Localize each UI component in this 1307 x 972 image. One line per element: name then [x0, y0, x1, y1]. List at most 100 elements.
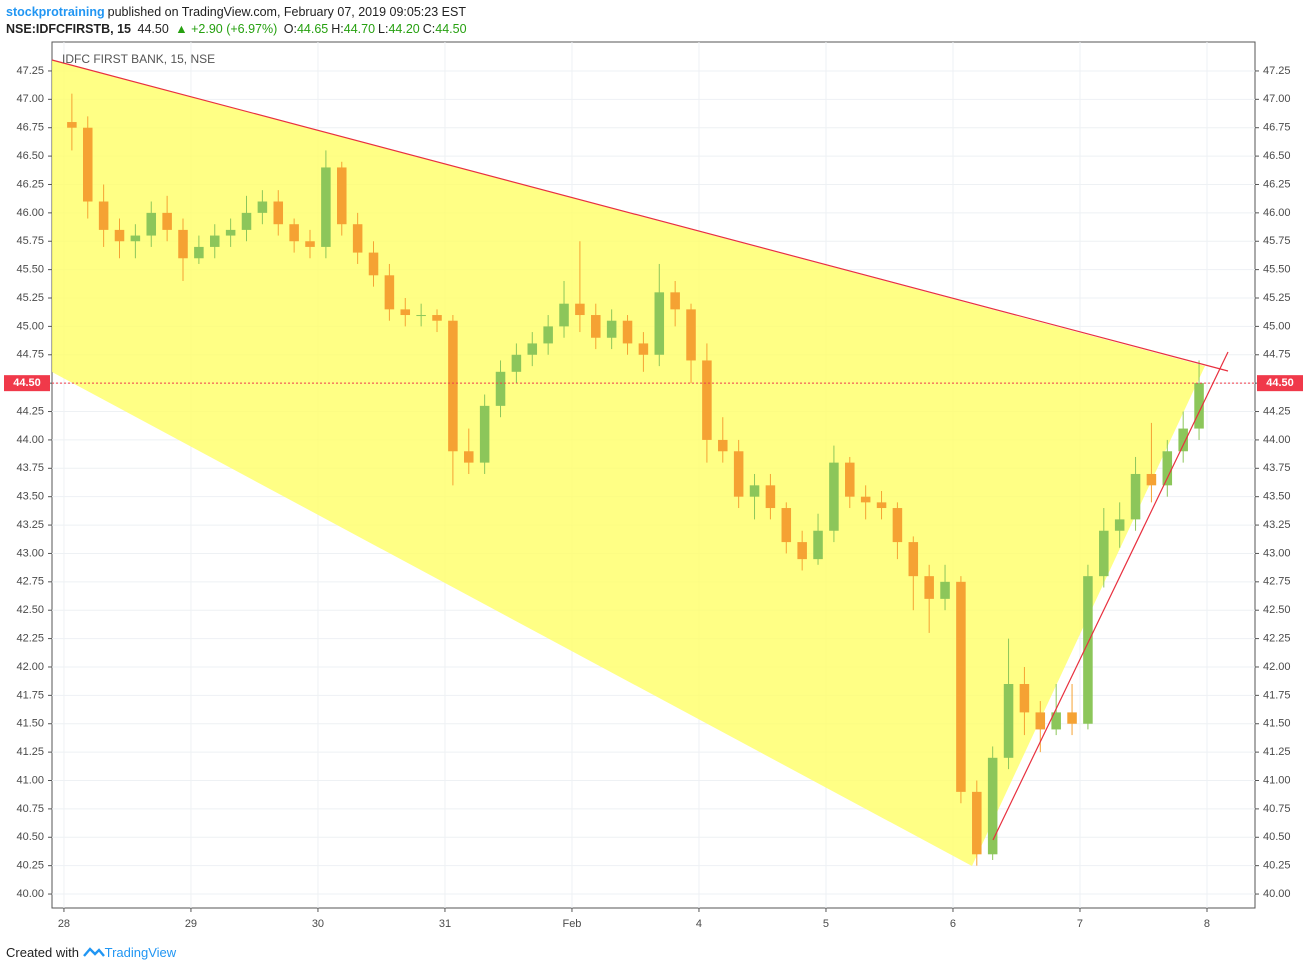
author: stockprotraining	[6, 5, 105, 19]
candle-body	[813, 530, 823, 560]
y-tick-label: 40.25	[16, 860, 44, 872]
footer: Created with TradingView	[6, 945, 176, 960]
candle-body	[305, 241, 315, 247]
y-tick-label: 40.00	[16, 888, 44, 900]
y-tick-label: 43.50	[1263, 491, 1291, 503]
y-tick-label: 47.25	[1263, 65, 1291, 77]
y-tick-label: 40.75	[1263, 803, 1291, 815]
candle-body	[495, 371, 506, 406]
candle-body	[464, 451, 474, 463]
candle-body	[448, 320, 458, 452]
candle-body	[1194, 383, 1204, 429]
candles	[67, 93, 1204, 866]
candle-body	[733, 451, 744, 497]
candle-body	[511, 354, 522, 372]
quote-line: NSE:IDFCFIRSTB, 15 44.50 ▲ +2.90 (+6.97%…	[6, 22, 473, 36]
y-tick-label: 43.75	[1263, 462, 1291, 474]
y-tick-label: 43.25	[16, 519, 44, 531]
candle-body	[479, 405, 490, 463]
y-tick-label: 43.00	[16, 547, 44, 559]
quote-label: H:	[331, 22, 344, 36]
candle-body	[194, 246, 204, 259]
candle-body	[352, 224, 363, 253]
y-tick-label: 42.75	[1263, 576, 1291, 588]
candle-body	[559, 303, 569, 327]
triangle-pattern	[52, 60, 1205, 866]
y-tick-label: 40.00	[1263, 888, 1291, 900]
candle-body	[543, 326, 553, 344]
candle-body	[1114, 519, 1125, 531]
chart: 40.00 40.00 40.25 40.25 40.50 40.50 40.75 40.75…	[4, 41, 1303, 930]
candle-body	[1035, 712, 1046, 730]
y-tick-label: 44.75	[16, 349, 44, 361]
y-tick-label: 41.50	[1263, 718, 1291, 730]
y-tick-label: 42.50	[16, 604, 44, 616]
published: published on TradingView.com, February 0…	[107, 5, 466, 19]
candle-body	[987, 757, 998, 855]
candle-body	[829, 462, 839, 531]
symbol: NSE:IDFCFIRSTB, 15	[6, 22, 132, 36]
y-tick-label: 44.75	[1263, 349, 1291, 361]
candle-body	[972, 791, 982, 855]
y-tick-label: 42.75	[16, 576, 44, 588]
y-tick-label: 46.00	[16, 207, 44, 219]
candle-body	[670, 292, 680, 310]
y-tick-label: 40.50	[16, 831, 44, 843]
candle-body	[98, 201, 109, 230]
y-tick-label: 46.75	[1263, 122, 1291, 134]
ohlc: O:44.65 H:44.70 L:44.20 C:44.50	[284, 22, 470, 36]
logo	[82, 947, 105, 957]
candle-body	[209, 235, 220, 247]
y-tick-label: 41.00	[1263, 774, 1291, 786]
candle-body	[368, 252, 379, 276]
candle-body	[178, 229, 188, 259]
candle-body	[1178, 428, 1188, 452]
candle-body	[1019, 684, 1030, 713]
y-tick-label: 42.00	[16, 661, 44, 673]
y-tick-label: 42.25	[1263, 633, 1291, 645]
y-tick-label: 45.50	[16, 264, 44, 276]
y-tick-label: 42.00	[1263, 661, 1291, 673]
y-tick-label: 45.25	[16, 292, 44, 304]
y-tick-label: 44.00	[16, 434, 44, 446]
quote-value: 44.20	[388, 22, 420, 36]
candle-body	[1003, 684, 1014, 758]
candle-body	[797, 542, 807, 560]
quote-value: 44.65	[296, 22, 329, 36]
candle-body	[337, 167, 347, 225]
footer-brand: TradingView	[104, 945, 177, 960]
axes: 40.00 40.00 40.25 40.25 40.50 40.50 40.75 40.75…	[4, 65, 1303, 930]
y-tick-label: 45.75	[16, 235, 44, 247]
candle-body	[1083, 576, 1093, 724]
candle-body	[225, 229, 236, 236]
candle-body	[1162, 451, 1173, 486]
y-tick-label: 44.25	[1263, 405, 1291, 417]
y-tick-label: 43.50	[16, 491, 44, 503]
header-line: stockprotraining published on TradingView…	[6, 5, 469, 19]
y-tick-label: 41.75	[1263, 689, 1291, 701]
candle-body	[924, 576, 934, 599]
candle-body	[114, 229, 125, 242]
y-tick-label: 45.00	[16, 320, 44, 332]
change: ▲ +2.90 (+6.97%)	[175, 22, 278, 36]
candle-body	[416, 315, 426, 317]
y-tick-label: 45.00	[1263, 320, 1291, 332]
candle-body	[638, 343, 649, 355]
candle-body	[860, 496, 871, 503]
y-tick-label: 47.00	[16, 93, 44, 105]
y-tick-label: 43.25	[1263, 519, 1291, 531]
x-tick-label: Feb	[562, 918, 581, 930]
candle-body	[257, 201, 268, 213]
x-tick-label: 30	[312, 918, 324, 930]
y-tick-label: 43.00	[1263, 547, 1291, 559]
x-tick-label: 8	[1204, 918, 1210, 930]
candle-body	[686, 309, 696, 361]
x-tick-label: 6	[950, 918, 956, 930]
footer-text: Created with	[6, 945, 79, 960]
last-price: 44.50	[137, 22, 169, 36]
x-tick-label: 28	[58, 918, 70, 930]
y-tick-label: 45.25	[1263, 292, 1291, 304]
candle-body	[876, 502, 887, 509]
price-tag	[1257, 375, 1303, 392]
